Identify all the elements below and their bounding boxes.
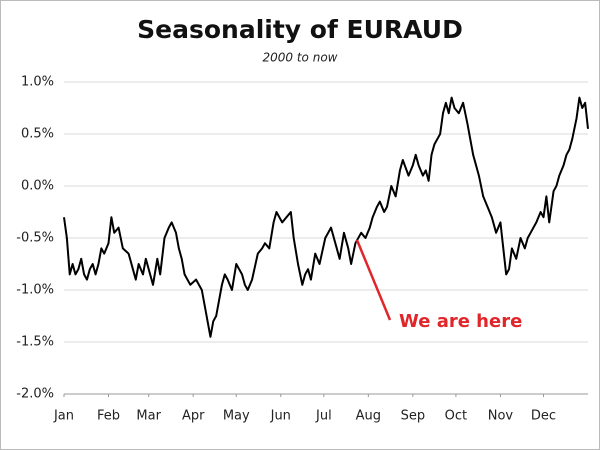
x-tick-label: Feb xyxy=(97,409,120,424)
chart-title: Seasonality of EURAUD xyxy=(137,15,463,44)
y-tick-label: 0.0% xyxy=(21,179,54,194)
y-tick-label: -1.0% xyxy=(16,283,54,298)
x-tick-label: Sep xyxy=(401,409,426,424)
x-tick-label: Dec xyxy=(531,409,556,424)
chart-subtitle: 2000 to now xyxy=(263,51,338,65)
data-line xyxy=(63,96,589,338)
y-tick-label: -1.5% xyxy=(16,335,54,350)
y-tick-label: 0.5% xyxy=(21,127,54,142)
x-tick-label: May xyxy=(223,409,250,424)
y-tick-label: 1.0% xyxy=(21,75,54,90)
x-tick-label: Jun xyxy=(270,409,291,424)
x-tick-label: Oct xyxy=(445,409,467,424)
x-tick-label: Nov xyxy=(488,409,514,424)
x-tick-label: Mar xyxy=(136,409,161,424)
x-tick-label: Jul xyxy=(315,409,332,424)
x-tick-label: Jan xyxy=(53,409,74,424)
x-tick-label: Aug xyxy=(356,409,381,424)
annotation-line xyxy=(355,239,392,321)
y-tick-label: -2.0% xyxy=(16,387,54,402)
annotation: We are here xyxy=(399,311,522,332)
y-tick-label: -0.5% xyxy=(16,231,54,246)
x-tick-label: Apr xyxy=(182,409,205,424)
